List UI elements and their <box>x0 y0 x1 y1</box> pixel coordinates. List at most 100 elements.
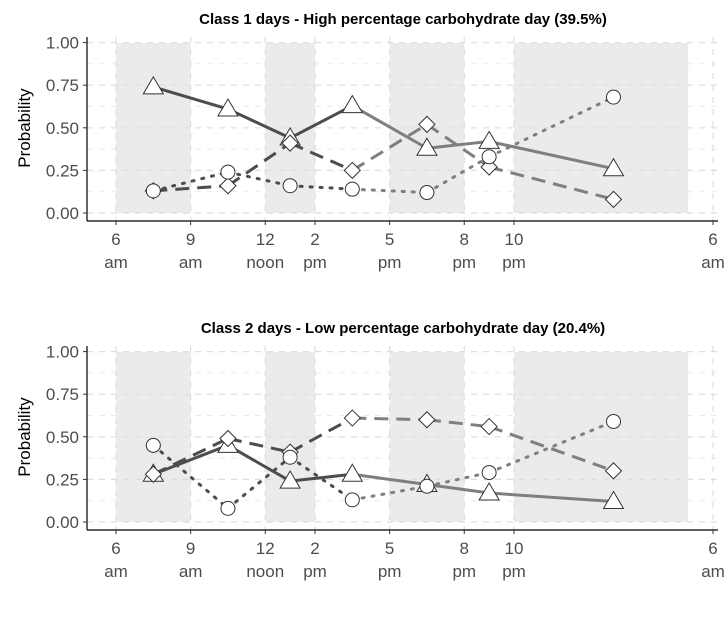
data-point-circle <box>419 185 435 201</box>
series-line-diamond <box>227 437 291 454</box>
series-line-circle <box>487 419 615 475</box>
series-line-triangle <box>488 139 614 171</box>
y-tick-label: 1.00 <box>46 34 79 53</box>
x-tick-sublabel: am <box>701 562 725 581</box>
series-line-circle <box>350 484 429 502</box>
data-point-circle <box>419 478 435 494</box>
y-tick-label: 0.00 <box>46 513 79 532</box>
data-point-triangle <box>279 470 301 489</box>
series-line-triangle <box>152 85 229 111</box>
y-tick-label: 1.00 <box>46 343 79 362</box>
series-line-circle <box>151 443 230 510</box>
series-line-diamond <box>153 184 229 193</box>
x-tick-label: 8 <box>460 230 469 249</box>
data-point-diamond <box>343 409 362 427</box>
series-line-circle <box>151 170 230 193</box>
data-point-circle <box>145 183 161 199</box>
data-point-diamond <box>219 177 237 195</box>
series-line-diamond <box>426 123 490 169</box>
x-tick-label: 12 <box>256 539 275 558</box>
x-tick-label: 9 <box>186 230 195 249</box>
series-line-circle <box>288 184 354 191</box>
data-point-triangle <box>416 137 438 156</box>
y-tick-label: 0.50 <box>46 119 79 138</box>
x-tick-label: 6 <box>111 539 120 558</box>
data-point-diamond <box>604 462 623 480</box>
y-tick-label: 0.75 <box>46 76 79 95</box>
data-point-circle <box>282 178 298 194</box>
data-point-diamond <box>144 465 163 483</box>
x-tick-sublabel: pm <box>378 562 402 581</box>
data-point-diamond <box>480 417 498 436</box>
data-point-diamond <box>604 190 623 209</box>
series-line-diamond <box>289 141 353 172</box>
x-tick-sublabel: am <box>701 253 725 272</box>
data-point-diamond <box>418 411 436 429</box>
series-line-circle <box>425 155 491 195</box>
data-point-diamond <box>281 134 299 152</box>
series-line-diamond <box>426 418 490 429</box>
x-tick-sublabel: pm <box>502 562 526 581</box>
series-line-diamond <box>227 141 291 187</box>
data-point-diamond <box>219 429 237 448</box>
x-tick-label: 9 <box>186 539 195 558</box>
x-tick-sublabel: pm <box>378 253 402 272</box>
series-line-circle <box>226 455 292 510</box>
x-tick-sublabel: noon <box>246 562 284 581</box>
series-line-circle <box>487 95 615 159</box>
x-tick-sublabel: am <box>179 562 203 581</box>
series-line-triangle <box>426 139 490 150</box>
x-tick-sublabel: pm <box>303 253 327 272</box>
x-tick-sublabel: am <box>104 562 128 581</box>
series-line-triangle <box>489 491 614 504</box>
x-tick-sublabel: pm <box>303 562 327 581</box>
data-point-circle <box>145 437 161 453</box>
x-tick-label: 2 <box>310 230 319 249</box>
x-tick-sublabel: noon <box>246 253 284 272</box>
data-point-circle <box>481 149 497 165</box>
x-tick-sublabel: pm <box>452 562 476 581</box>
x-tick-label: 5 <box>385 539 394 558</box>
series-line-diamond <box>352 416 427 422</box>
x-tick-label: 6 <box>111 230 120 249</box>
data-point-diamond <box>343 161 362 180</box>
x-tick-label: 10 <box>505 230 524 249</box>
y-tick-label: 0.00 <box>46 204 79 223</box>
series-line-triangle <box>289 472 353 483</box>
data-point-circle <box>606 89 621 105</box>
x-tick-label: 6 <box>708 539 717 558</box>
x-tick-label: 6 <box>708 230 717 249</box>
data-point-circle <box>344 181 360 197</box>
data-point-triangle <box>602 157 625 177</box>
series-line-circle <box>226 170 292 188</box>
data-point-triangle <box>142 75 165 95</box>
data-point-diamond <box>418 115 436 134</box>
series-line-diamond <box>289 416 354 454</box>
x-tick-sublabel: am <box>179 253 203 272</box>
series-line-triangle <box>227 444 291 483</box>
x-tick-sublabel: am <box>104 253 128 272</box>
series-line-circle <box>350 187 429 195</box>
series-line-circle <box>288 455 354 502</box>
data-point-triangle <box>602 490 625 510</box>
x-tick-label: 12 <box>256 230 275 249</box>
y-tick-label: 0.50 <box>46 428 79 447</box>
data-point-circle <box>481 465 497 481</box>
shaded-period <box>514 43 689 213</box>
series-line-triangle <box>351 104 428 150</box>
data-point-triangle <box>341 94 364 114</box>
series-line-triangle <box>227 107 291 140</box>
x-tick-label: 5 <box>385 230 394 249</box>
chart-title: Class 2 days - Low percentage carbohydra… <box>201 320 605 337</box>
chart-title: Class 1 days - High percentage carbohydr… <box>199 11 607 28</box>
data-point-circle <box>282 449 298 465</box>
y-tick-label: 0.25 <box>46 161 79 180</box>
x-tick-sublabel: pm <box>452 253 476 272</box>
series-line-diamond <box>488 425 615 473</box>
x-tick-label: 8 <box>460 539 469 558</box>
series-line-diamond <box>351 123 428 172</box>
series-line-diamond <box>152 437 229 476</box>
y-tick-label: 0.75 <box>46 385 79 404</box>
y-axis-title: Probability <box>15 88 34 168</box>
